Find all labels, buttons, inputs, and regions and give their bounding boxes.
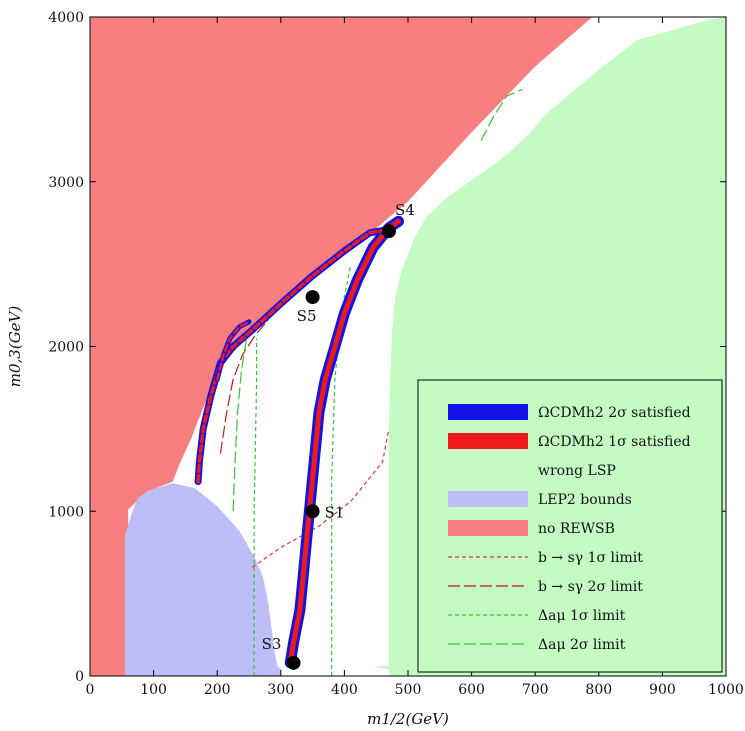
legend-entry-label: Δaμ 2σ limit [538,637,626,653]
x-tick-label: 600 [458,682,485,698]
benchmark-point [305,504,320,519]
y-tick-label: 1000 [48,504,84,520]
band-2sigma-right-branch [284,215,404,669]
legend-entry-label: Δaμ 1σ limit [538,608,626,624]
x-axis-label: m1/2(GeV) [367,710,449,728]
region-lep2 [125,483,281,676]
y-tick-label: 2000 [48,340,84,356]
axes: 0 100 200 300 400 500 600 700 800 900 1000 0 1000 200… [6,10,744,728]
benchmark-label: S3 [262,635,282,653]
legend-swatch [448,520,528,536]
x-tick-label: 400 [331,682,358,698]
relic-density-band [194,215,404,669]
x-tick-label: 700 [522,682,549,698]
region-no-rewsb [90,17,593,676]
legend-swatch [448,491,528,507]
contour-dam-2sigma-b [480,88,523,141]
legend-entry-label: no REWSB [538,521,615,537]
benchmark-point [305,290,320,305]
contour-bsg-1sigma [251,428,390,568]
contour-dam-1sigma-a [253,338,258,676]
x-tick-label: 900 [649,682,676,698]
benchmark-point [286,655,301,670]
legend-entry-label: ΩCDMh2 2σ satisfied [538,405,691,421]
legend-swatch [448,404,528,420]
legend-entry-label: LEP2 bounds [538,492,632,508]
legend: ΩCDMh2 2σ satisfied ΩCDMh2 1σ satisfied wr… [417,379,723,673]
x-tick-label: 300 [267,682,294,698]
benchmark-points: S1 S3 S4 S5 [262,201,415,670]
x-tick-label: 800 [585,682,612,698]
x-tick-label: 500 [395,682,422,698]
contour-dam-2sigma-a [232,338,248,512]
contour-bsg-2sigma [219,319,269,454]
benchmark-label: S1 [325,503,345,521]
x-tick-label: 100 [140,682,167,698]
legend-swatch [448,433,528,449]
y-tick-label: 0 [75,669,84,685]
x-tick-label: 0 [86,682,95,698]
x-tick-label: 1000 [708,682,744,698]
x-tick-label: 200 [204,682,231,698]
y-tick-label: 3000 [48,175,84,191]
legend-entry-label: b → sγ 2σ limit [538,579,643,595]
legend-entry-label: ΩCDMh2 1σ satisfied [538,434,691,450]
y-tick-label: 4000 [48,10,84,26]
legend-entry-label: wrong LSP [538,463,616,479]
legend-entry-label: b → sγ 1σ limit [538,550,643,566]
benchmark-point [381,224,396,239]
benchmark-label: S4 [395,201,415,219]
y-axis-label: m0,3(GeV) [6,306,24,388]
benchmark-label: S5 [297,307,317,325]
band-1sigma-right-branch [287,218,401,666]
band-1sigma-upper-branch [196,227,391,484]
band-1sigma-upper-tail [215,320,251,381]
